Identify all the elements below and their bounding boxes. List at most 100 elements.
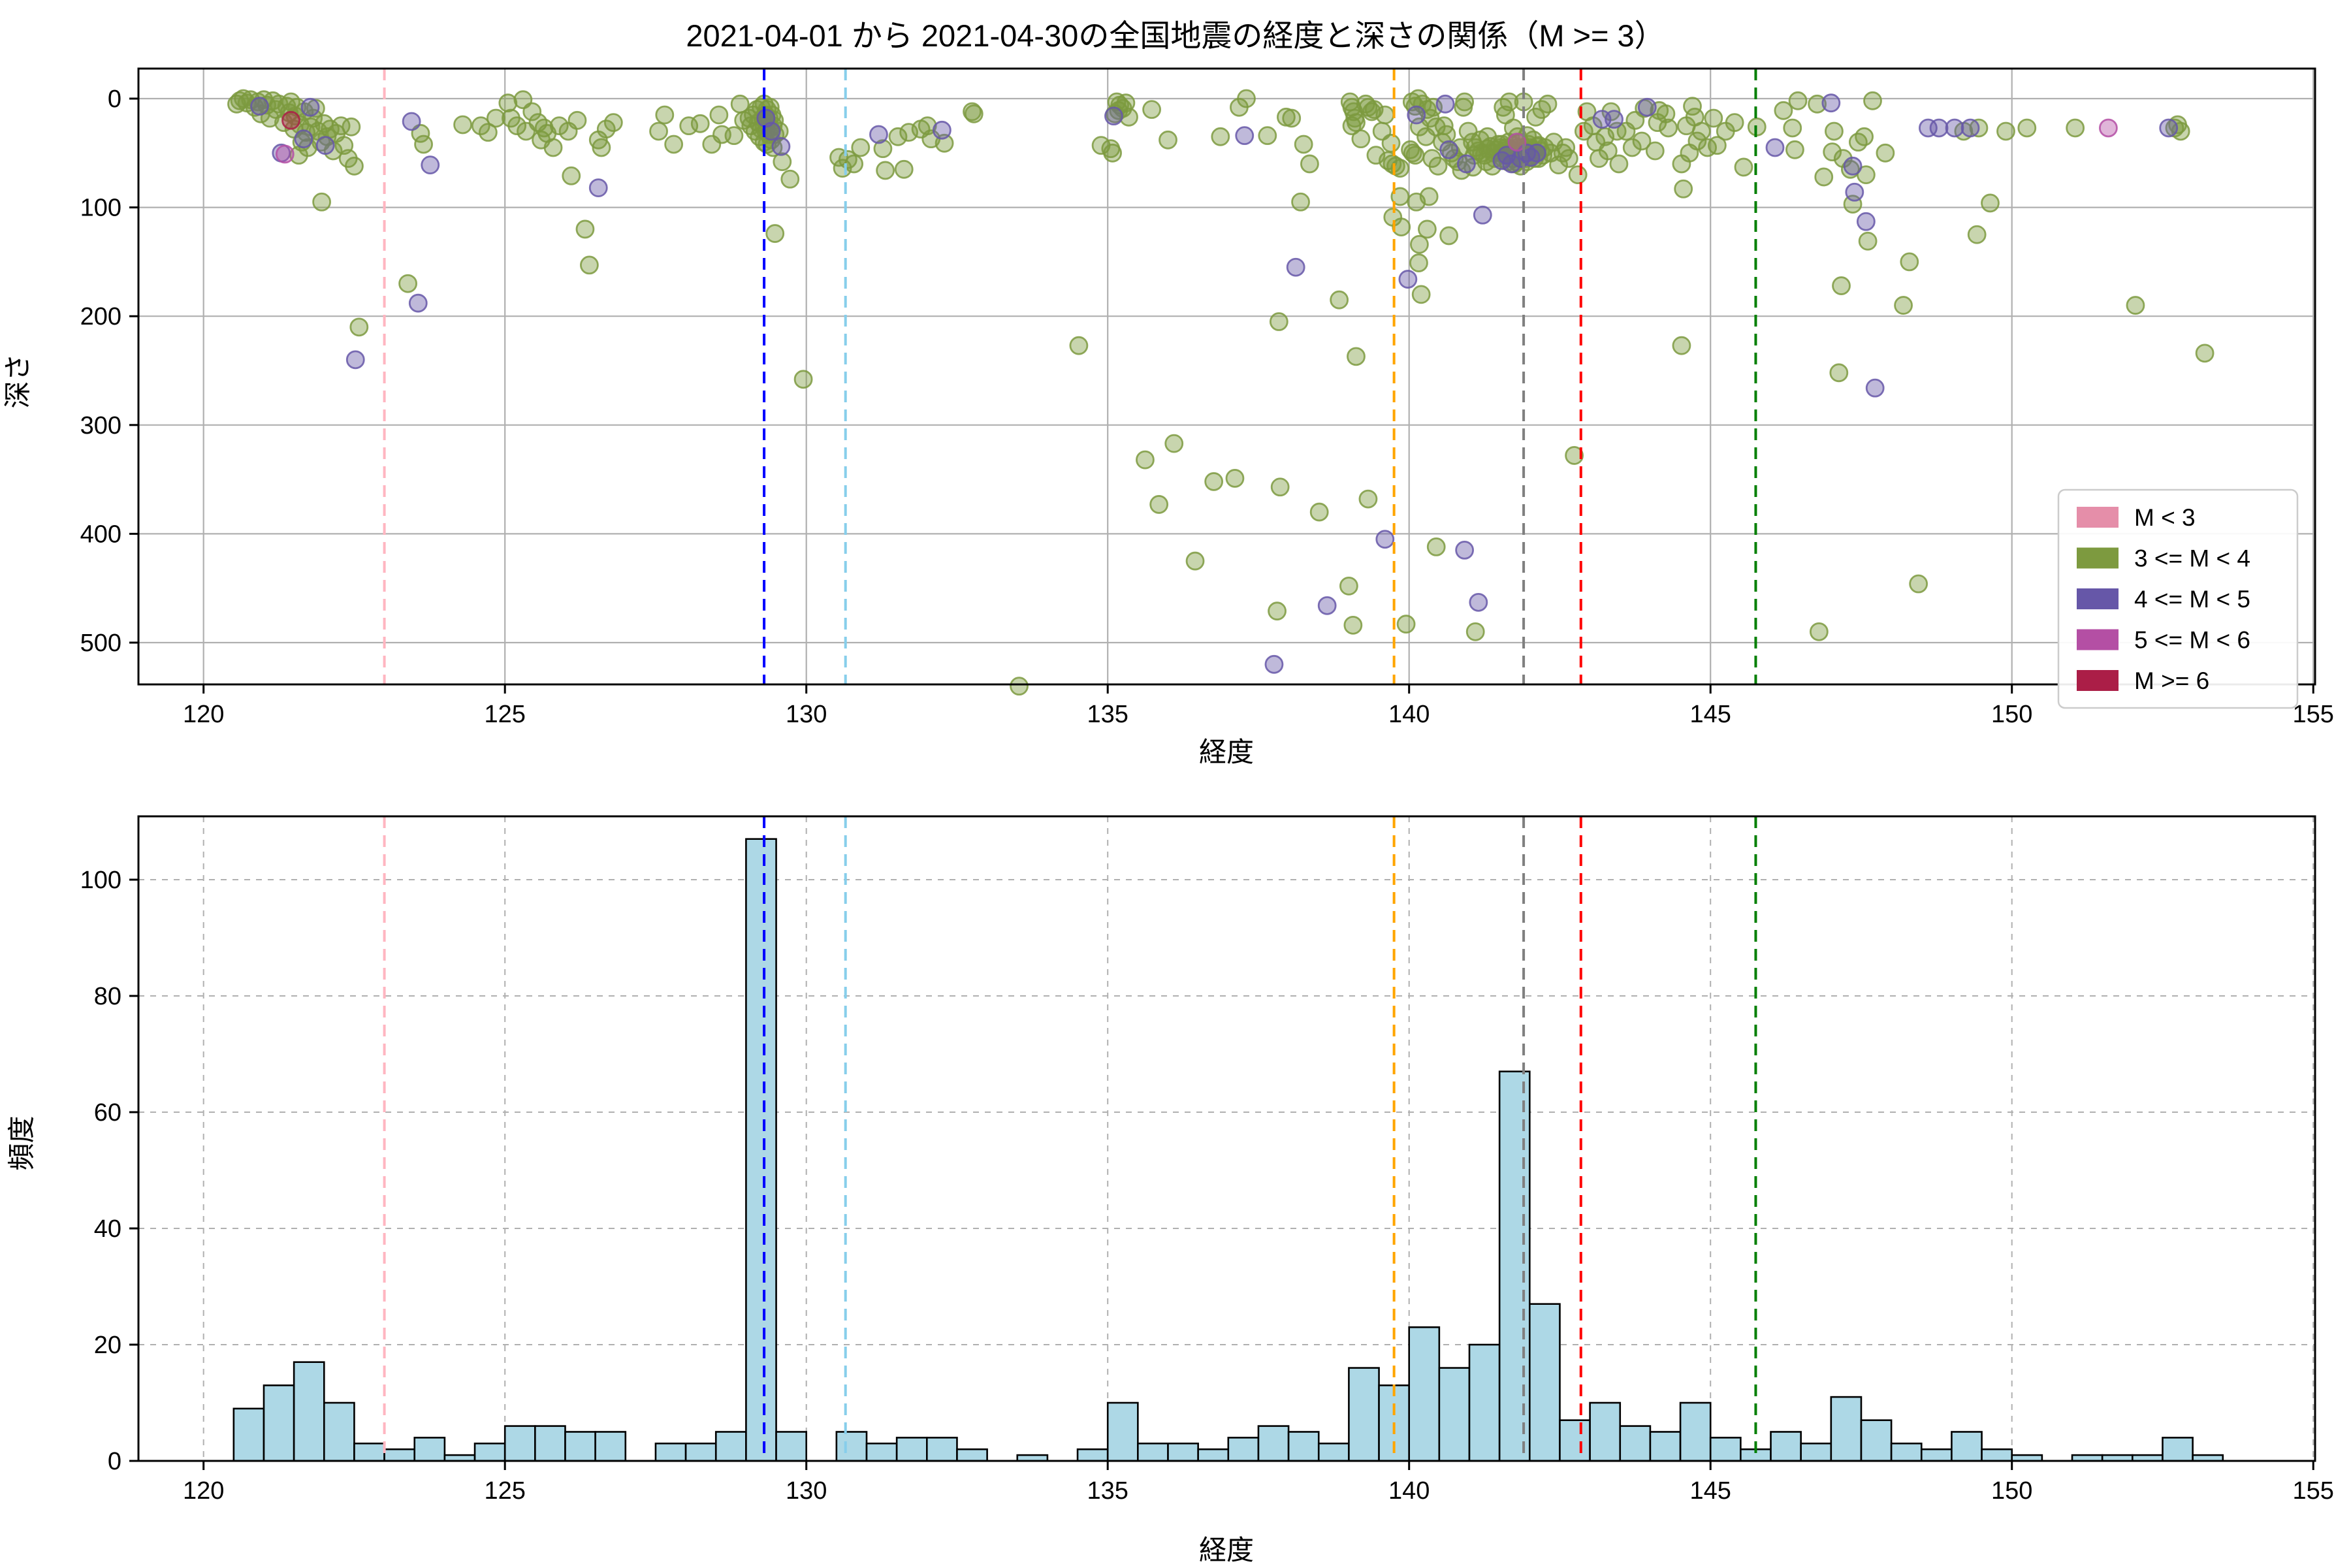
hist-bar-126.5 [594, 1431, 627, 1462]
scatter-point [1407, 105, 1426, 125]
scatter-point [1364, 100, 1384, 120]
hist-bar-124.5 [473, 1443, 506, 1462]
scatter-ytick-300: 300 [80, 412, 121, 440]
scatter-point [1622, 138, 1642, 157]
scatter-point [1164, 434, 1184, 453]
scatter-point [275, 144, 295, 164]
scatter-point [1381, 133, 1401, 153]
scatter-point [664, 135, 684, 154]
scatter-point [1894, 296, 1913, 315]
scatter-point [1347, 113, 1366, 133]
scatter-points-3-m-4 [227, 89, 2215, 696]
scatter-point [1598, 141, 1618, 161]
hist-bar-142.5 [1559, 1419, 1591, 1462]
scatter-point [1821, 93, 1841, 113]
scatter-point [1556, 138, 1576, 157]
scatter-point [1010, 677, 1029, 696]
hist-ytick-60: 60 [94, 1099, 121, 1127]
scatter-point [1300, 154, 1319, 174]
scatter-point [1734, 157, 1753, 177]
legend-swatch-2 [2077, 588, 2119, 609]
scatter-point [1136, 450, 1155, 470]
hist-bar-144.5 [1679, 1401, 1712, 1462]
scatter-point [1645, 141, 1665, 161]
scatter-point [1497, 146, 1516, 165]
scatter-point [709, 105, 729, 125]
legend-item: M < 3 [2077, 504, 2196, 531]
scatter-point [780, 169, 800, 189]
scatter-point [1225, 469, 1245, 488]
scatter-point [421, 155, 440, 175]
scatter-point [1967, 225, 1987, 244]
scatter-point [1559, 149, 1578, 168]
hist-bar-141 [1468, 1343, 1501, 1462]
hist-xtick-140: 140 [1388, 1477, 1430, 1505]
hist-bar-135 [1106, 1401, 1139, 1462]
scatter-point [1343, 615, 1363, 635]
hist-bar-125 [504, 1425, 536, 1462]
scatter-point [300, 97, 320, 117]
scatter-point [1069, 336, 1089, 355]
scatter-point [349, 317, 369, 337]
scatter-point [1418, 219, 1437, 239]
hist-xtick-125: 125 [484, 1477, 525, 1505]
hist-bar-147 [1830, 1396, 1863, 1462]
scatter-ytick-100: 100 [80, 195, 121, 222]
scatter-point [1439, 226, 1459, 246]
scatter-point [1439, 140, 1459, 159]
scatter-point [1465, 622, 1485, 641]
scatter-point [1656, 104, 1676, 123]
scatter-point [894, 159, 914, 179]
scatter-point [873, 139, 893, 159]
scatter-xtick-150: 150 [1991, 701, 2032, 728]
hist-bar-143.5 [1619, 1425, 1652, 1462]
scatter-point [1774, 101, 1793, 120]
hist-ytick-80: 80 [94, 983, 121, 1010]
hist-bar-121.5 [293, 1361, 325, 1462]
scatter-ytick-500: 500 [80, 630, 121, 657]
scatter-point [312, 192, 331, 212]
figure-title: 2021-04-01 から 2021-04-30の全国地震の経度と深さの関係（M… [686, 18, 1665, 53]
scatter-point [345, 350, 365, 370]
scatter-point [1929, 118, 1949, 138]
scatter-point [1823, 142, 1842, 162]
scatter-point [1405, 146, 1425, 165]
scatter-point [1398, 270, 1418, 289]
scatter-point [1426, 537, 1446, 556]
scatter-point [1282, 108, 1302, 128]
scatter-point [1909, 574, 1928, 594]
hist-bar-128.5 [714, 1431, 747, 1462]
scatter-point [1235, 126, 1255, 146]
scatter-point [1672, 336, 1691, 355]
scatter-point [596, 120, 616, 139]
hist-bar-145 [1709, 1437, 1742, 1462]
scatter-point [549, 116, 569, 136]
scatter-point [543, 138, 563, 157]
legend-label-4: M >= 6 [2134, 667, 2209, 694]
scatter-ytick-200: 200 [80, 303, 121, 330]
scatter-point [1996, 121, 2015, 141]
hist-bar-123 [383, 1448, 416, 1462]
scatter-point [1527, 143, 1546, 163]
scatter-point [1330, 290, 1349, 310]
hist-bar-140 [1408, 1326, 1441, 1462]
scatter-point [1119, 107, 1138, 127]
hist-bar-149 [1951, 1431, 1983, 1462]
scatter-point [1845, 182, 1864, 202]
hist-bar-125.5 [534, 1425, 566, 1462]
scatter-point [1347, 347, 1366, 366]
scatter-point [765, 224, 785, 243]
scatter-point [1351, 129, 1371, 149]
scatter-point [1785, 140, 1804, 159]
scatter-point [408, 293, 428, 313]
scatter-point [342, 117, 361, 136]
scatter-xtick-145: 145 [1690, 701, 1731, 728]
legend-label-3: 5 <= M < 6 [2134, 627, 2250, 654]
legend-swatch-4 [2077, 670, 2119, 691]
scatter-point [1856, 165, 1876, 185]
hist-bar-132.5 [956, 1448, 988, 1462]
scatter-point [1455, 540, 1475, 560]
scatter-point [1637, 97, 1657, 117]
scatter-point [869, 125, 888, 144]
scatter-point [1473, 205, 1492, 225]
